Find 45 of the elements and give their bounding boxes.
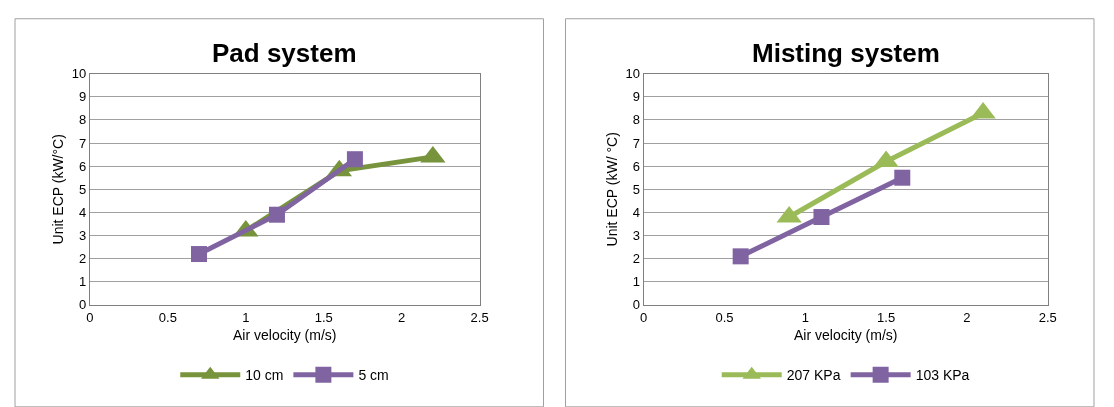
x-axis-title: Air velocity (m/s) xyxy=(233,326,337,343)
y-tick-label: 6 xyxy=(632,158,641,174)
chart-title: Misting system xyxy=(752,38,940,68)
point xyxy=(732,248,749,265)
y-tick-label: 10 xyxy=(71,66,87,82)
y-tick-label: 9 xyxy=(632,89,641,105)
x-tick-label: 2 xyxy=(398,309,406,325)
legend-label: 10 cm xyxy=(245,367,284,384)
x-axis-title: Air velocity (m/s) xyxy=(793,326,898,343)
legend-label: 207 KPa xyxy=(786,367,841,384)
y-tick-label: 5 xyxy=(79,181,87,197)
x-tick-label: 1.5 xyxy=(314,309,333,325)
x-tick-label: 0.5 xyxy=(715,309,734,325)
y-tick-label: 8 xyxy=(79,112,87,128)
legend-label: 5 cm xyxy=(358,367,389,384)
y-axis-title: Unit ECP (kW/°C) xyxy=(50,134,67,245)
y-tick-label: 2 xyxy=(632,251,641,267)
x-tick-label: 2.5 xyxy=(470,309,489,325)
y-tick-label: 6 xyxy=(79,158,87,174)
y-tick-label: 4 xyxy=(632,204,641,220)
y-tick-label: 1 xyxy=(632,274,641,290)
y-tick-label: 2 xyxy=(79,251,87,267)
x-tick-label: 1.5 xyxy=(877,309,896,325)
x-tick-label: 2.5 xyxy=(1038,309,1057,325)
y-tick-label: 7 xyxy=(79,135,87,151)
x-tick-label: 2 xyxy=(963,309,971,325)
y-tick-label: 3 xyxy=(632,228,641,244)
y-tick-label: 9 xyxy=(79,89,87,105)
y-tick-label: 4 xyxy=(79,204,87,220)
y-tick-label: 0 xyxy=(79,297,87,313)
chart-title: Pad system xyxy=(212,38,357,68)
y-tick-label: 5 xyxy=(632,181,641,197)
point xyxy=(813,209,830,226)
y-tick-label: 10 xyxy=(625,66,641,82)
y-tick-label: 0 xyxy=(632,297,641,313)
y-tick-label: 7 xyxy=(632,135,641,151)
x-tick-label: 1 xyxy=(801,309,809,325)
x-tick-label: 0.5 xyxy=(158,309,177,325)
y-tick-label: 1 xyxy=(79,274,87,290)
y-tick-label: 8 xyxy=(632,112,641,128)
legend-label: 103 KPa xyxy=(915,367,970,384)
y-tick-label: 3 xyxy=(79,228,87,244)
point xyxy=(894,169,911,186)
y-axis-title: Unit ECP (kW/ °C) xyxy=(604,132,621,247)
x-tick-label: 1 xyxy=(242,309,250,325)
